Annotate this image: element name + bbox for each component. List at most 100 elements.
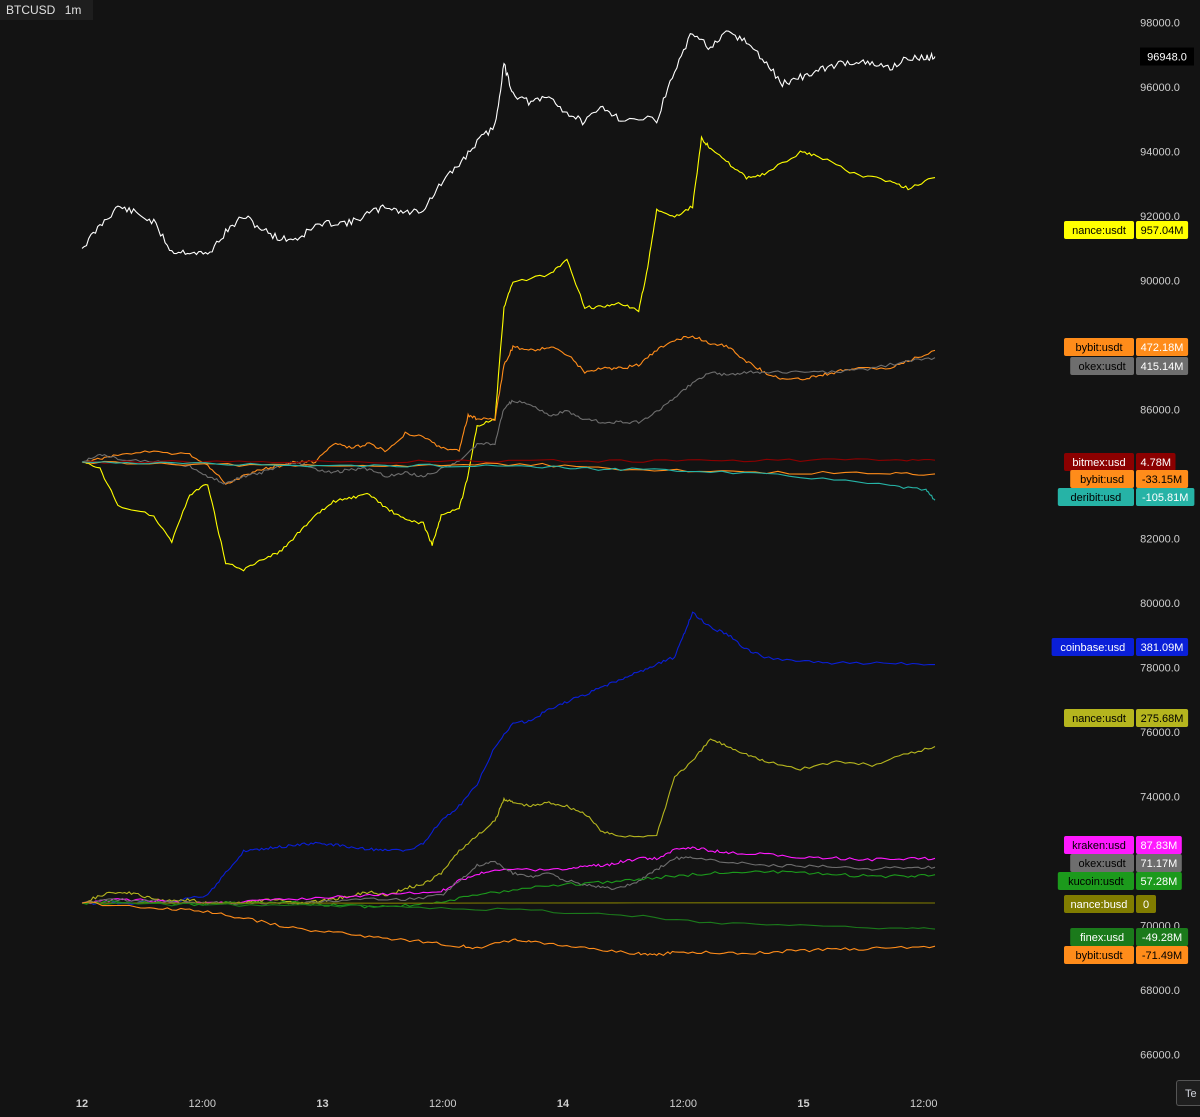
symbol-title: BTCUSD 1m (0, 0, 94, 20)
series-value: 275.68M (1141, 713, 1184, 725)
last-price-value: 96948.0 (1147, 52, 1187, 64)
series-name-box (1070, 928, 1134, 946)
series-label: finex:usd -49.28M (1070, 928, 1189, 946)
series-value-box (1136, 638, 1189, 656)
series-value-box (1136, 836, 1182, 854)
price-tick-label: 68000.0 (1140, 985, 1180, 997)
series-line (81, 738, 936, 906)
series-value: 472.18M (1141, 342, 1184, 354)
series-label: kucoin:usdt 57.28M (1057, 872, 1182, 890)
price-tick-label: 74000.0 (1140, 792, 1180, 804)
series-value-box (1136, 895, 1156, 913)
series-line (81, 461, 936, 501)
price-tick-label: 92000.0 (1140, 211, 1180, 223)
series-value: 57.28M (1141, 876, 1178, 888)
price-tick-label: 96000.0 (1140, 82, 1180, 94)
series-label: okex:usdt 71.17M (1070, 854, 1182, 872)
series-label: nance:usdt 275.68M (1064, 709, 1189, 727)
series-label: bitmex:usd 4.78M (1064, 453, 1176, 471)
series-name-box (1064, 709, 1134, 727)
series-name-box (1057, 872, 1134, 890)
time-tick-label: 12:00 (429, 1098, 457, 1110)
price-tick-label: 86000.0 (1140, 405, 1180, 417)
series-value-box (1136, 357, 1189, 375)
series-line (81, 902, 936, 930)
series-label: okex:usdt 415.14M (1070, 357, 1189, 375)
series-line (81, 846, 936, 905)
series-line (81, 856, 936, 905)
series-value-box (1136, 221, 1189, 239)
series-line (81, 458, 936, 464)
series-name-box (1051, 638, 1134, 656)
series-line (81, 870, 936, 909)
price-tick-label: 98000.0 (1140, 18, 1180, 30)
series-name: bybit:usdt (1075, 342, 1122, 354)
series-value-box (1136, 854, 1182, 872)
series-name-box (1070, 854, 1134, 872)
series-value: 87.83M (1141, 840, 1178, 852)
series-name: nance:usdt (1072, 713, 1126, 725)
interval-label: 1m (64, 3, 82, 17)
time-tick-label: 12:00 (669, 1098, 697, 1110)
series-label: nance:usdt 957.04M (1064, 221, 1189, 239)
series-value: 4.78M (1140, 457, 1171, 469)
series-name-box (1070, 357, 1134, 375)
price-tick-label: 94000.0 (1140, 147, 1180, 159)
series-name: deribit:usd (1071, 492, 1122, 504)
series-line (81, 901, 936, 957)
series-name: bybit:usdt (1075, 950, 1122, 962)
series-name-box (1064, 221, 1134, 239)
price-tick-label: 76000.0 (1140, 727, 1180, 739)
series-value: -71.49M (1142, 950, 1182, 962)
price-series-line (81, 30, 936, 256)
series-value-box (1136, 928, 1189, 946)
time-tick-label: 12 (76, 1098, 88, 1110)
series-value-box (1136, 338, 1189, 356)
series-value: 381.09M (1141, 642, 1184, 654)
series-line (81, 460, 936, 476)
series-value-box (1136, 872, 1182, 890)
series-value: 415.14M (1141, 361, 1184, 373)
series-value-box (1136, 946, 1189, 964)
series-name: nance:busd (1071, 899, 1128, 911)
series-name-box (1064, 453, 1134, 471)
time-tick-label: 15 (797, 1098, 809, 1110)
series-value: -33.15M (1142, 474, 1182, 486)
series-value: -105.81M (1142, 492, 1188, 504)
series-line (82, 135, 936, 572)
series-name: okex:usdt (1079, 858, 1126, 870)
symbol-name: BTCUSD (6, 3, 56, 17)
series-value: 957.04M (1141, 225, 1184, 237)
series-label: bybit:usdt 472.18M (1064, 338, 1189, 356)
series-name-box (1064, 338, 1134, 356)
series-name: finex:usd (1080, 932, 1124, 944)
series-label: bybit:usd -33.15M (1070, 470, 1189, 488)
series-name: bybit:usd (1080, 474, 1124, 486)
time-tick-label: 12:00 (188, 1098, 216, 1110)
timezone-button[interactable]: Te (1176, 1080, 1200, 1106)
series-value: 0 (1143, 899, 1149, 911)
series-label: deribit:usd -105.81M (1057, 488, 1195, 506)
series-line (81, 611, 936, 906)
series-name-box (1064, 895, 1134, 913)
series-line (81, 357, 936, 485)
series-name-box (1064, 946, 1134, 964)
series-name-box (1057, 488, 1134, 506)
series-value-box (1136, 453, 1176, 471)
series-name-box (1070, 470, 1134, 488)
series-name-box (1064, 836, 1134, 854)
price-tick-label: 66000.0 (1140, 1050, 1180, 1062)
series-label: nance:busd 0 (1064, 895, 1156, 913)
series-value-box (1136, 470, 1189, 488)
series-value-box (1136, 488, 1195, 506)
time-tick-label: 14 (557, 1098, 570, 1110)
series-value: -49.28M (1142, 932, 1182, 944)
series-value: 71.17M (1141, 858, 1178, 870)
price-tick-label: 82000.0 (1140, 534, 1180, 546)
series-label: kraken:usd 87.83M (1064, 836, 1182, 854)
series-label: coinbase:usd 381.09M (1051, 638, 1189, 656)
series-name: bitmex:usd (1072, 457, 1125, 469)
price-tick-label: 90000.0 (1140, 276, 1180, 288)
series-name: okex:usdt (1079, 361, 1126, 373)
